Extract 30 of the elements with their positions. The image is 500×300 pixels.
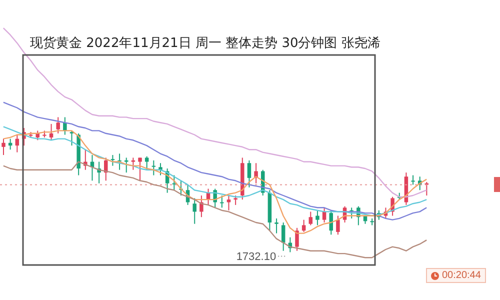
candlestick bbox=[220, 195, 224, 208]
chart-title: 现货黄金 2022年11月21日 周一 整体走势 30分钟图 张尧浠 bbox=[30, 35, 380, 52]
candlestick bbox=[226, 195, 231, 211]
candlestick bbox=[49, 123, 54, 141]
candlestick bbox=[110, 154, 115, 166]
candlestick bbox=[15, 134, 20, 153]
candlestick bbox=[144, 156, 149, 170]
candlestick bbox=[152, 160, 156, 176]
candlestick bbox=[158, 162, 162, 176]
text: 00:20:44 bbox=[442, 270, 481, 281]
candlestick bbox=[70, 130, 74, 146]
candlestick bbox=[56, 116, 60, 134]
candlestick bbox=[247, 160, 252, 188]
candlestick bbox=[138, 157, 142, 182]
candlestick bbox=[2, 138, 6, 156]
candlestick bbox=[281, 222, 286, 252]
candlestick bbox=[411, 174, 415, 186]
candlestick bbox=[295, 227, 299, 252]
candlestick bbox=[316, 210, 320, 226]
candlestick bbox=[308, 211, 313, 226]
candlestick bbox=[302, 219, 306, 232]
candlestick bbox=[329, 210, 333, 236]
candlestick bbox=[104, 157, 108, 182]
candlestick bbox=[274, 218, 278, 234]
annotation: 1732.10 bbox=[236, 251, 276, 264]
candlestick bbox=[131, 157, 136, 170]
candlestick bbox=[192, 198, 196, 224]
candlestick bbox=[336, 215, 340, 236]
candlestick bbox=[234, 195, 238, 206]
candlestick bbox=[124, 157, 128, 174]
